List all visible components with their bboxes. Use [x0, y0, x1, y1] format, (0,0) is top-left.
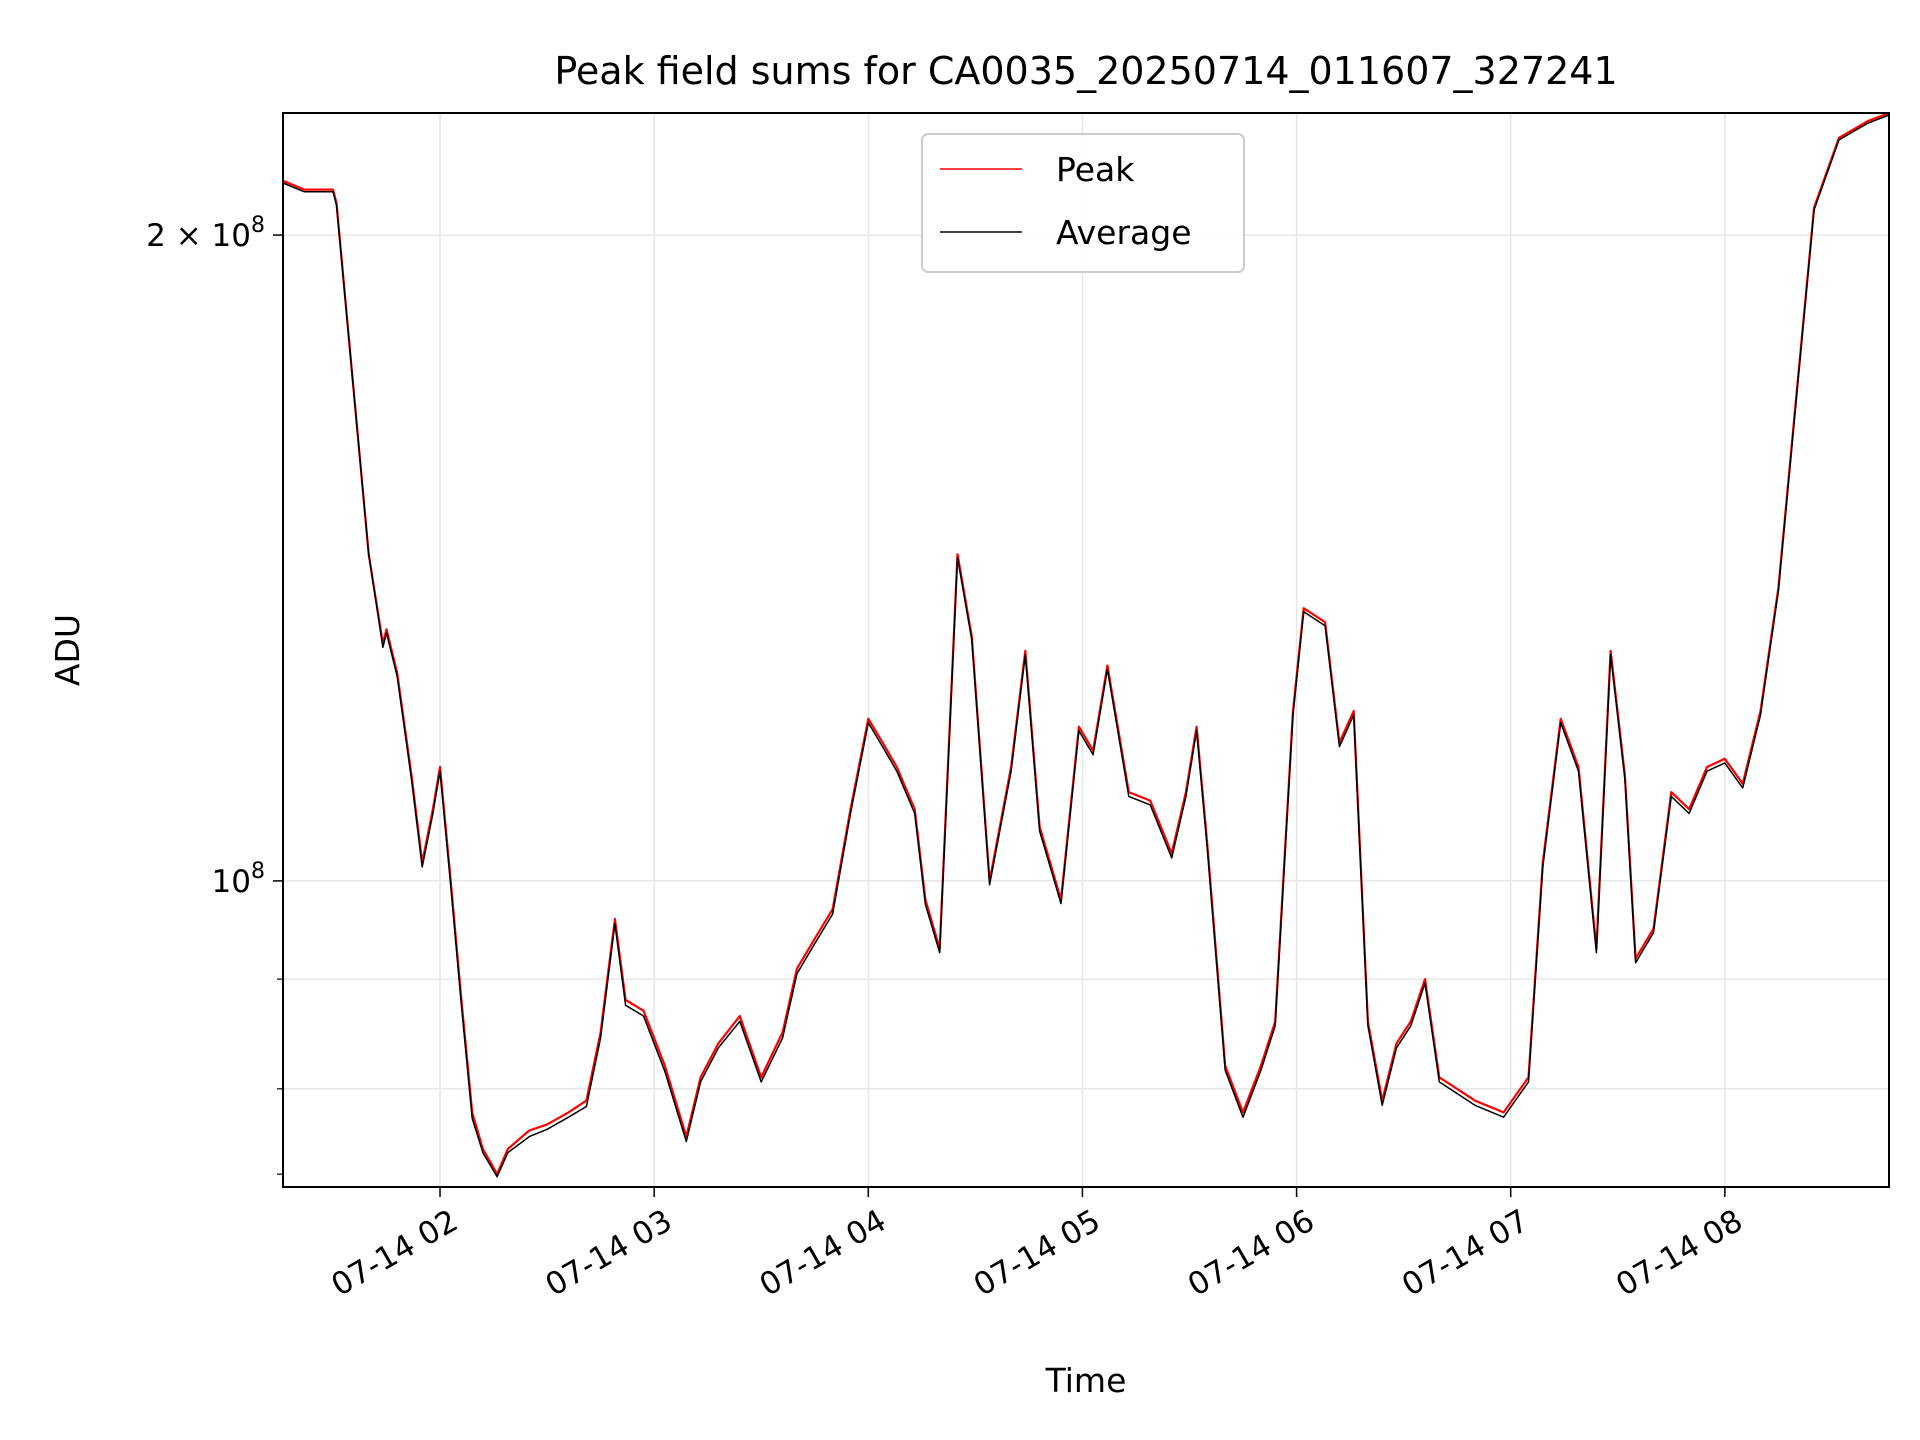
legend-label-average: Average [1056, 213, 1192, 252]
y-axis-title: ADU [48, 614, 87, 686]
series-layer [282, 111, 1890, 1178]
legend: Peak Average [921, 133, 1245, 273]
plot-frame [282, 112, 1890, 1188]
y-tick-label-base: 10 [212, 864, 251, 900]
grid [283, 113, 1889, 1187]
legend-label-peak: Peak [1056, 150, 1135, 189]
chart-title: Peak field sums for CA0035_20250714_0116… [554, 49, 1617, 93]
y-tick-label-exponent: 8 [251, 213, 265, 238]
y-tick-label: 2 × 108 [146, 213, 265, 254]
y-tick-label-base: 2 × 10 [146, 218, 251, 254]
y-tick-label-exponent: 8 [251, 859, 265, 884]
y-tick-label: 108 [212, 859, 265, 900]
series-line-average [282, 114, 1890, 1178]
x-axis-title: Time [1045, 1361, 1127, 1400]
